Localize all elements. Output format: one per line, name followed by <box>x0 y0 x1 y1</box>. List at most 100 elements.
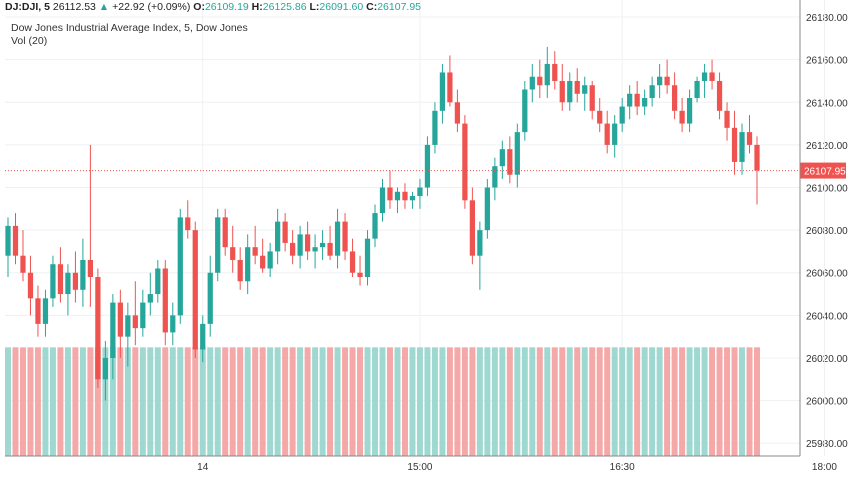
volume-bar <box>147 347 154 456</box>
candle-body <box>716 80 723 111</box>
volume-bar <box>154 347 161 456</box>
volume-bar <box>476 347 483 456</box>
candle-body <box>95 277 101 380</box>
open-value: 26109.19 <box>204 1 249 13</box>
candle-body <box>417 187 423 197</box>
candle-body <box>102 357 108 380</box>
volume-bar <box>611 347 618 456</box>
candle-body <box>312 247 318 252</box>
candle-body <box>222 217 228 248</box>
candle-body <box>507 149 513 175</box>
volume-bar <box>327 347 334 456</box>
candle-body <box>394 191 401 201</box>
volume-bar <box>491 347 498 456</box>
candle-body <box>379 187 386 214</box>
candle-body <box>671 85 678 111</box>
volume-bar <box>664 347 671 456</box>
volume-bar <box>117 347 124 456</box>
candle-body <box>424 144 431 188</box>
volume-bar <box>19 347 26 456</box>
volume-bar <box>746 347 753 456</box>
candle-body <box>574 80 580 94</box>
candle-body <box>132 315 138 329</box>
candle-body <box>731 127 738 162</box>
volume-bar <box>162 347 169 456</box>
volume-bar <box>514 347 521 456</box>
candle-body <box>544 63 550 86</box>
y-tick-label: 26120.00 <box>806 141 848 152</box>
x-tick-label: 16:30 <box>610 462 635 473</box>
candle-body <box>192 230 198 350</box>
candle-body <box>57 264 64 295</box>
candle-body <box>140 302 146 329</box>
volume-bar <box>484 347 491 456</box>
candle-body <box>559 80 565 103</box>
volume-bar <box>701 347 708 456</box>
volume-bar <box>177 347 184 456</box>
candle-body <box>477 230 483 256</box>
volume-bar <box>559 347 566 456</box>
volume-bar <box>424 347 431 456</box>
volume-bar <box>349 347 356 456</box>
volume-bar <box>671 347 678 456</box>
candle-body <box>342 221 348 252</box>
candle-body <box>462 123 468 201</box>
y-tick-label: 26000.00 <box>806 397 848 408</box>
low-label: L: <box>309 1 320 13</box>
volume-bar <box>521 347 528 456</box>
volume-bar <box>297 347 304 456</box>
volume-bar <box>132 347 139 456</box>
candle-body <box>282 221 288 243</box>
candle-body <box>357 272 363 278</box>
candle-body <box>147 294 153 303</box>
volume-bar <box>289 347 296 456</box>
volume-bar <box>394 347 401 456</box>
candle-body <box>724 110 730 128</box>
volume-bar <box>319 347 326 456</box>
volume-bar <box>469 347 476 456</box>
high-label: H: <box>251 1 263 13</box>
volume-bar <box>679 347 686 456</box>
volume-bar <box>656 347 663 456</box>
volume-bar <box>454 347 461 456</box>
candle-body <box>20 255 26 273</box>
candle-body <box>364 238 371 278</box>
volume-bar <box>124 347 131 456</box>
candle-body <box>72 272 79 290</box>
candle-body <box>754 144 760 171</box>
volume-bar <box>192 347 199 456</box>
open-label: O: <box>193 1 205 13</box>
volume-bar <box>379 347 386 456</box>
candle-body <box>612 123 618 145</box>
volume-bar <box>581 347 588 456</box>
y-tick-label: 25980.00 <box>806 439 848 450</box>
y-tick-label: 26060.00 <box>806 269 848 280</box>
volume-bar <box>64 347 71 456</box>
volume-bar <box>267 347 274 456</box>
price-tag-box <box>800 162 846 179</box>
volume-bar <box>94 347 101 456</box>
candle-body <box>155 268 161 295</box>
candle-body <box>35 298 41 324</box>
candle-body <box>619 106 625 124</box>
close-label: C: <box>366 1 378 13</box>
y-tick-label: 26020.00 <box>806 354 848 365</box>
candle-body <box>597 110 603 124</box>
volume-bar <box>409 347 416 456</box>
volume-bar <box>544 347 551 456</box>
volume-bar <box>536 347 543 456</box>
candle-body <box>664 76 670 86</box>
volume-bar <box>574 347 581 456</box>
volume-bar <box>401 347 408 456</box>
ohlc-header: DJ:DJI, 5 26112.53 ▲ +22.92 (+0.09%) O:2… <box>5 0 421 14</box>
volume-bar <box>79 347 86 456</box>
volume-bar <box>72 347 79 456</box>
change-value: +22.92 (+0.09%) <box>112 1 191 13</box>
volume-bar <box>229 347 236 456</box>
volume-bar <box>169 347 176 456</box>
last-price: 26112.53 <box>52 1 96 13</box>
candle-body <box>439 72 446 111</box>
candle-body <box>537 76 543 86</box>
